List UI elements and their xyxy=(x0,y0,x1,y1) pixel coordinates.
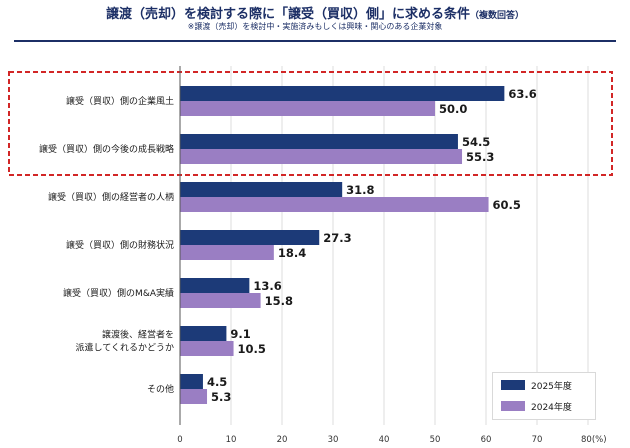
value-label-2024年度-2: 60.5 xyxy=(493,198,521,212)
legend-item-2025: 2025年度 xyxy=(501,379,572,392)
value-label-2024年度-1: 55.3 xyxy=(466,150,494,164)
highlight-dashed-border xyxy=(8,71,613,176)
category-label-1: 譲受（買収）側の今後の成長戦略 xyxy=(39,143,174,155)
bar-2025年度-4 xyxy=(180,278,250,293)
category-label-3: 譲受（買収）側の財務状況 xyxy=(66,239,174,251)
legend-item-2024: 2024年度 xyxy=(501,400,572,413)
category-label-line: 譲受（買収）側の企業風土 xyxy=(66,95,174,107)
value-label-2025年度-4: 13.6 xyxy=(253,279,281,293)
category-label-4: 譲受（買収）側のM&A実績 xyxy=(63,287,174,299)
highlight-box xyxy=(8,71,613,176)
category-label-line: 譲渡後、経営者を xyxy=(102,329,174,341)
category-label-line: 譲受（買収）側の今後の成長戦略 xyxy=(39,143,174,155)
value-label-2025年度-5: 9.1 xyxy=(230,327,250,341)
x-tick-label-10: 10 xyxy=(226,435,237,445)
x-axis: 0 10 20 30 40 50 60 70 80(%) xyxy=(177,66,607,445)
x-tick-label-60: 60 xyxy=(481,435,492,445)
bar-2025年度-6 xyxy=(180,374,203,389)
x-tick-label-50: 50 xyxy=(430,435,441,445)
bar-2025年度-1 xyxy=(180,134,458,149)
value-label-2024年度-3: 18.4 xyxy=(278,246,306,260)
value-label-2025年度-3: 27.3 xyxy=(323,231,351,245)
x-tick-label-0: 0 xyxy=(177,435,182,445)
legend-label-2025: 2025年度 xyxy=(531,381,572,392)
category-label-6: その他 xyxy=(147,383,174,395)
category-labels: 譲受（買収）側の企業風土譲受（買収）側の今後の成長戦略譲受（買収）側の経営者の人… xyxy=(39,95,174,395)
value-label-2025年度-0: 63.6 xyxy=(508,87,536,101)
category-label-5: 譲渡後、経営者を派遣してくれるかどうか xyxy=(76,329,174,354)
bar-2024年度-5 xyxy=(180,341,234,356)
category-label-0: 譲受（買収）側の企業風土 xyxy=(66,95,174,107)
x-tick-label-40: 40 xyxy=(379,435,390,445)
x-tick-label-70: 70 xyxy=(532,435,543,445)
bar-2024年度-1 xyxy=(180,149,463,164)
bar-2025年度-3 xyxy=(180,230,320,245)
bars xyxy=(180,86,505,404)
value-label-2024年度-5: 10.5 xyxy=(238,342,266,356)
category-label-line: 譲受（買収）側のM&A実績 xyxy=(63,287,174,299)
value-label-2024年度-6: 5.3 xyxy=(211,390,231,404)
legend-swatch-2024 xyxy=(501,401,525,411)
value-label-2024年度-0: 50.0 xyxy=(439,102,467,116)
value-label-2025年度-2: 31.8 xyxy=(346,183,374,197)
bar-2025年度-2 xyxy=(180,182,343,197)
value-label-2025年度-6: 4.5 xyxy=(207,375,227,389)
bar-2025年度-0 xyxy=(180,86,505,101)
bar-2024年度-0 xyxy=(180,101,435,116)
title-divider xyxy=(14,40,616,42)
bar-2024年度-4 xyxy=(180,293,261,308)
chart-title-main: 譲渡（売却）を検討する際に「譲受（買収）側」に求める条件 xyxy=(105,7,470,22)
chart-subtitle: ※譲渡（売却）を検討中・実施済みもしくは興味・関心のある企業対象 xyxy=(187,22,443,31)
bar-2024年度-2 xyxy=(180,197,489,212)
bar-2024年度-3 xyxy=(180,245,274,260)
legend: 2025年度 2024年度 xyxy=(492,372,596,420)
bar-2025年度-5 xyxy=(180,326,227,341)
category-label-line: 譲受（買収）側の経営者の人柄 xyxy=(48,191,174,203)
category-label-line: その他 xyxy=(147,383,174,395)
x-tick-label-20: 20 xyxy=(277,435,288,445)
chart-title-note: （複数回答） xyxy=(470,11,525,21)
x-tick-label-30: 30 xyxy=(328,435,339,445)
value-labels: 63.6 50.0 54.555.3 31.8 60.5 27.3 18.4 13.615.8… xyxy=(207,87,537,404)
legend-swatch-2025 xyxy=(501,380,525,390)
chart-title: 譲渡（売却）を検討する際に「譲受（買収）側」に求める条件（複数回答） xyxy=(0,3,630,22)
value-label-2024年度-4: 15.8 xyxy=(265,294,293,308)
legend-label-2024: 2024年度 xyxy=(531,402,572,413)
value-label-2025年度-1: 54.5 xyxy=(462,135,490,149)
category-label-line: 譲受（買収）側の財務状況 xyxy=(66,239,174,251)
category-label-2: 譲受（買収）側の経営者の人柄 xyxy=(48,191,174,203)
bar-2024年度-6 xyxy=(180,389,208,404)
x-tick-label-80: 80(%) xyxy=(581,435,607,445)
category-label-line: 派遣してくれるかどうか xyxy=(76,342,174,354)
